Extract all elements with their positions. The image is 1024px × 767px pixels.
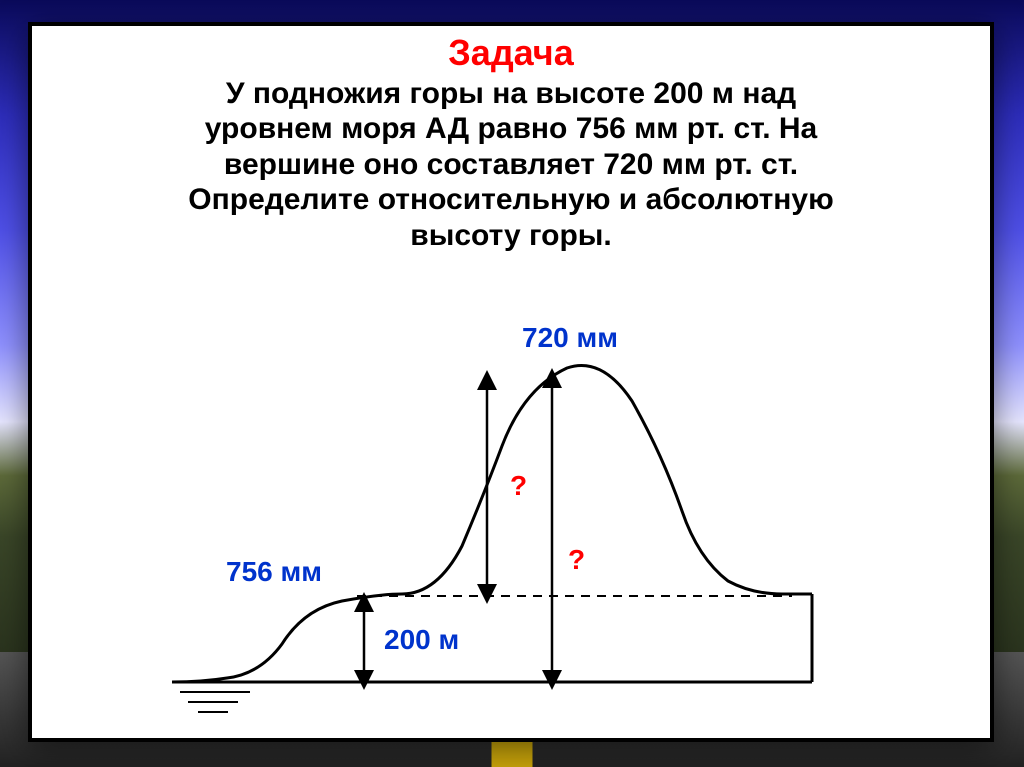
diagram-svg bbox=[172, 326, 852, 726]
label-unknown-relative: ? bbox=[510, 470, 527, 502]
label-unknown-absolute: ? bbox=[568, 544, 585, 576]
mountain-outline bbox=[172, 365, 812, 682]
problem-text: У подножия горы на высоте 200 м над уров… bbox=[32, 76, 990, 253]
label-base-height: 200 м bbox=[384, 624, 459, 656]
label-pressure-bottom: 756 мм bbox=[226, 556, 322, 588]
problem-line: вершине оно составляет 720 мм рт. ст. bbox=[224, 148, 798, 181]
problem-line: Определите относительную и абсолютную bbox=[188, 183, 833, 216]
slide-title: Задача bbox=[32, 32, 990, 74]
problem-line: У подножия горы на высоте 200 м над bbox=[226, 77, 796, 110]
problem-line: уровнем моря АД равно 756 мм рт. ст. На bbox=[205, 112, 817, 145]
label-pressure-top: 720 мм bbox=[522, 322, 618, 354]
slide-card: Задача У подножия горы на высоте 200 м н… bbox=[28, 22, 994, 742]
mountain-diagram: 720 мм 756 мм 200 м ? ? bbox=[172, 326, 852, 726]
problem-line: высоту горы. bbox=[410, 219, 612, 252]
